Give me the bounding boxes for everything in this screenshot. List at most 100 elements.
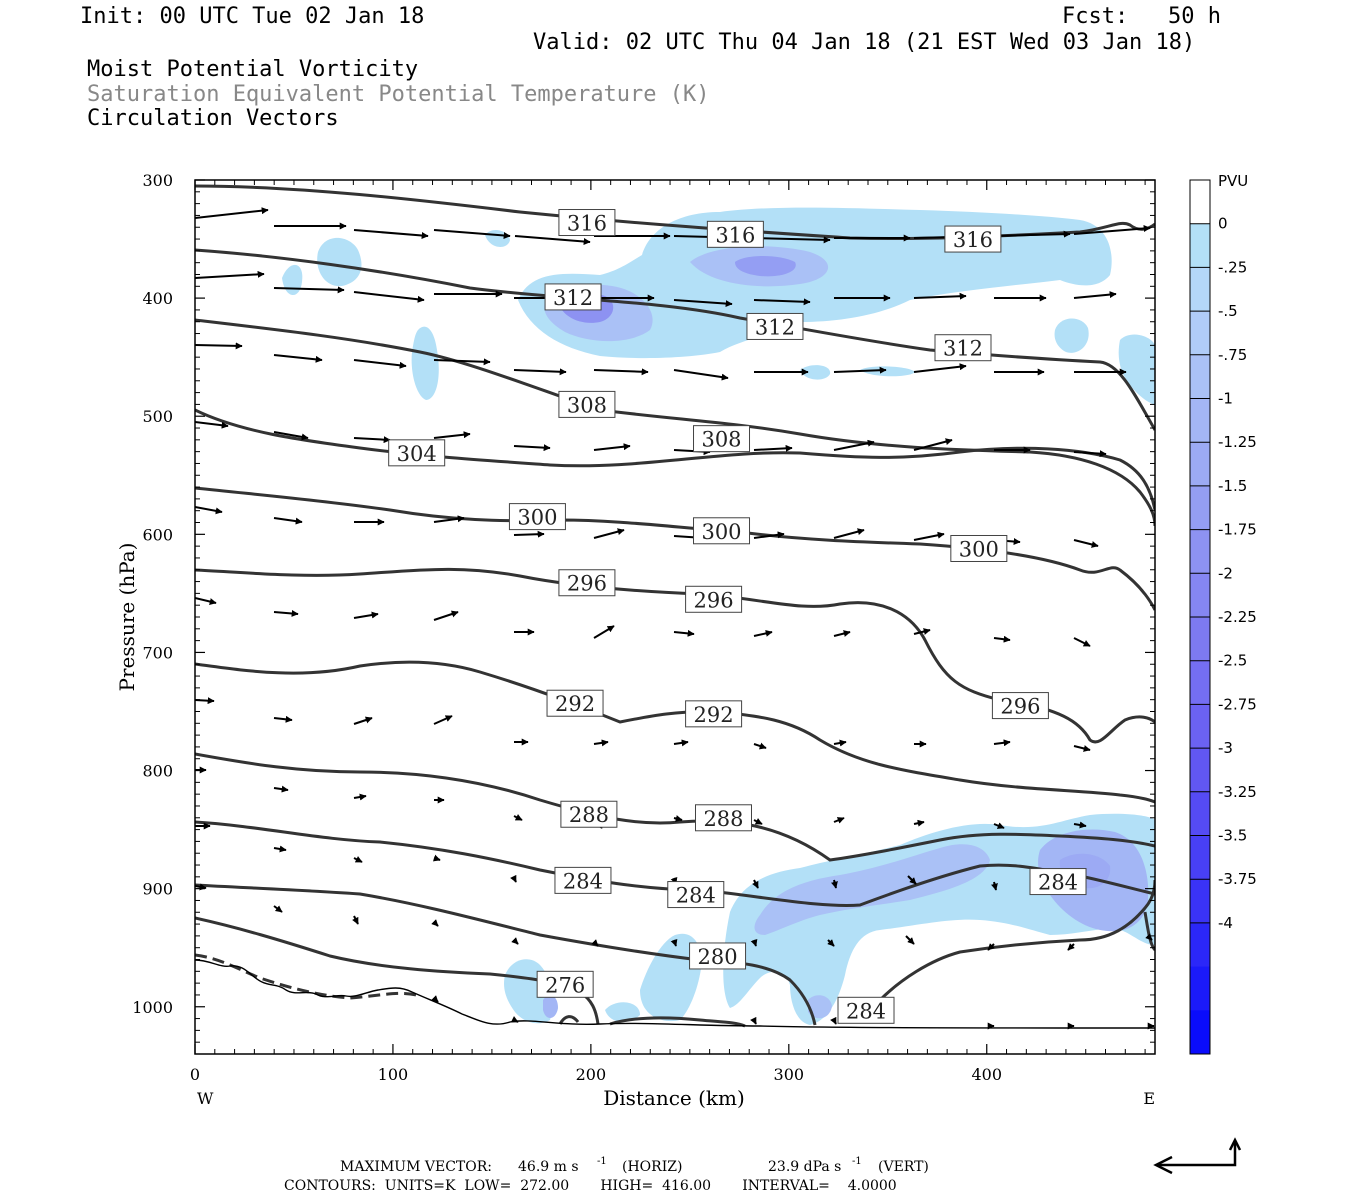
field-title-theta-es: Saturation Equivalent Potential Temperat… <box>87 82 710 107</box>
contour-296 <box>195 567 1155 744</box>
contour-label-text: 316 <box>567 212 607 236</box>
contour-label-text: 296 <box>694 588 734 612</box>
contour-label-box <box>934 334 992 362</box>
vector-arrow <box>750 1016 757 1025</box>
contour-label-text: 296 <box>567 572 607 596</box>
contour-label-box <box>950 534 1008 562</box>
contour-label: 284 <box>1029 868 1087 896</box>
max-vector-label: MAXIMUM VECTOR: <box>340 1159 492 1175</box>
contour-308 <box>195 318 1155 527</box>
mpv-region-right-edge <box>1118 334 1155 405</box>
colorbar-segment <box>1190 748 1210 793</box>
contour-284-low <box>878 879 1155 1002</box>
y-axis-label: Pressure (hPa) <box>115 543 139 692</box>
pv-colorbar: 0 -.25 -.5 -.75 -1 -1.25 -1.5 -1.75 -2 -2.25 -2.5 -… <box>1189 179 1257 1055</box>
vector-arrow <box>195 883 207 891</box>
vector-arrow <box>433 229 511 239</box>
vector-arrow <box>833 366 887 374</box>
contour-label-box <box>706 220 764 248</box>
x-axis: 0 100 200 300 400 <box>190 180 1146 1084</box>
vector-arrow <box>753 444 793 452</box>
contour-label-text: 300 <box>517 506 557 530</box>
vector-arrow <box>1145 933 1153 941</box>
vector-arrow <box>752 879 759 889</box>
contour-label-text: 284 <box>563 869 603 893</box>
contour-dashed-surface <box>195 953 421 1000</box>
contour-label: 292 <box>546 689 604 717</box>
vector-arrow <box>830 1016 837 1025</box>
x-tick-label: 400 <box>971 1065 1002 1084</box>
vector-arrow <box>514 235 591 245</box>
colorbar-tick-label: -2 <box>1218 564 1233 582</box>
contour-label-box <box>558 209 616 237</box>
vector-arrow <box>993 822 1005 829</box>
contour-label: 312 <box>934 334 992 362</box>
vector-arrow <box>827 939 835 947</box>
mpv-region-lower-284 <box>808 995 832 1019</box>
max-vector-vert: 23.9 dPa s <box>768 1159 841 1175</box>
vector-arrow <box>433 358 491 366</box>
colorbar-segment <box>1190 573 1210 618</box>
vector-arrow <box>353 793 367 801</box>
vector-arrow <box>195 207 269 219</box>
contour-label-box <box>693 425 751 453</box>
vector-arrow <box>673 815 683 822</box>
colorbar-segment <box>1190 617 1210 662</box>
vector-arrow <box>431 995 439 1003</box>
contour-label-text: 312 <box>553 286 593 310</box>
vector-arrow <box>273 845 287 853</box>
colorbar-units: PVU <box>1218 172 1248 190</box>
y-tick-label: 300 <box>142 171 173 190</box>
contour-label: 276 <box>536 970 594 998</box>
y-tick-label: 1000 <box>132 998 173 1017</box>
footer: MAXIMUM VECTOR: 46.9 m s -1 (HORIZ) 23.9… <box>284 1156 929 1194</box>
contour-label-box <box>554 866 612 894</box>
contour-label-text: 284 <box>676 884 716 908</box>
vector-arrow <box>833 817 845 824</box>
contour-label-text: 292 <box>694 703 734 727</box>
contour-info: CONTOURS: UNITS=K LOW= 272.00 HIGH= 416.… <box>284 1178 897 1194</box>
colorbar-tick-label: -3.25 <box>1218 783 1257 801</box>
x-end-label-west: W <box>197 1089 214 1108</box>
contour-label-text: 304 <box>397 442 437 466</box>
contour-label-text: 312 <box>943 337 983 361</box>
vector-arrow <box>593 739 609 747</box>
max-vector-vert-tag: (VERT) <box>878 1159 929 1175</box>
contour-label-box <box>693 517 751 545</box>
field-title-vectors: Circulation Vectors <box>87 106 339 131</box>
colorbar-tick-label: -2.5 <box>1218 652 1247 670</box>
contour-label: 312 <box>544 283 602 311</box>
contour-label: 292 <box>685 700 743 728</box>
vector-arrow <box>353 291 425 303</box>
y-tick-label: 900 <box>142 880 173 899</box>
colorbar-tick-label: -2.25 <box>1218 608 1257 626</box>
y-tick-label: 700 <box>142 643 173 662</box>
colorbar-tick-label: -1.5 <box>1218 477 1247 495</box>
vector-arrow <box>510 874 517 883</box>
contour-label-box <box>558 390 616 418</box>
vector-arrow <box>593 528 625 539</box>
vector-arrow <box>273 609 299 617</box>
colorbar-segment <box>1190 879 1210 924</box>
vector-arrow <box>753 818 763 825</box>
contour-labels: 316 316 316 312 312 312 308 308 304 300 300 300 296 2… <box>388 209 1087 1024</box>
colorbar-segment <box>1190 223 1210 268</box>
vector-arrow <box>913 531 945 541</box>
vector-arrow <box>1073 539 1099 548</box>
contour-label-text: 284 <box>846 999 886 1023</box>
vector-arrow <box>673 299 733 308</box>
vector-arrow <box>987 943 995 951</box>
x-end-label-east: E <box>1143 1089 1155 1108</box>
contour-label: 284 <box>554 866 612 894</box>
x-tick-label: 300 <box>774 1065 805 1084</box>
contour-label-box <box>558 569 616 597</box>
max-vector-horiz: 46.9 m s <box>518 1159 579 1175</box>
colorbar-segment <box>1190 660 1210 705</box>
vector-arrow <box>431 919 439 927</box>
circulation-vectors <box>195 207 1155 1030</box>
vector-arrow <box>670 938 678 947</box>
vector-arrow <box>833 739 847 747</box>
contour-label: 288 <box>694 804 752 832</box>
vector-arrow <box>913 628 931 635</box>
colorbar-segment <box>1190 354 1210 399</box>
